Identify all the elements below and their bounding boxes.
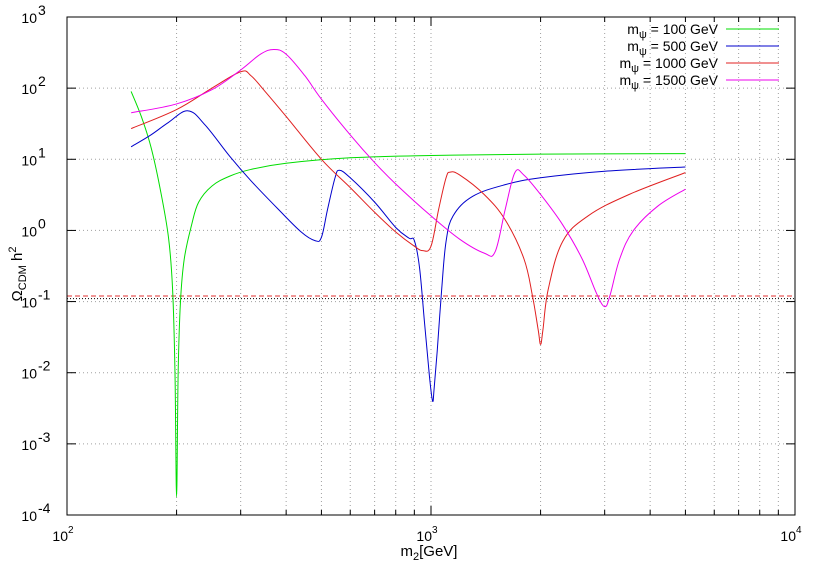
y-tick-label: 10 xyxy=(21,10,37,26)
y-tick-label-base: 10 xyxy=(21,81,37,97)
legend-label: mψ = 500 GeV xyxy=(627,38,718,58)
x-tick-label-exp: 3 xyxy=(432,525,438,536)
legend-label-pre: m xyxy=(619,55,631,71)
y-axis-label: ΩCDM h2 xyxy=(7,247,29,302)
y-tick-label: 10 xyxy=(21,81,37,97)
x-tick-labels: 102 103 104 xyxy=(52,525,802,544)
x-tick-label-base: 10 xyxy=(780,528,796,544)
y-tick-label-exp: -3 xyxy=(38,429,51,445)
series-line xyxy=(130,70,686,345)
series-layer xyxy=(130,48,686,498)
x-tick-label: 102 xyxy=(52,525,74,544)
x-tick-label-base: 10 xyxy=(52,528,68,544)
series-line xyxy=(131,48,686,308)
legend-label-post: = 1500 GeV xyxy=(639,72,719,88)
legend-label-sub: ψ xyxy=(639,29,647,41)
y-tick-label-base: 10 xyxy=(21,295,37,311)
legend-label-pre: m xyxy=(619,72,631,88)
legend-label: mψ = 1500 GeV xyxy=(619,72,718,92)
legend-label-post: = 500 GeV xyxy=(647,38,719,54)
x-axis-label-unit: [GeV] xyxy=(419,543,457,560)
y-tick-label-exp: 1 xyxy=(38,144,46,160)
y-tick-label-exp: -2 xyxy=(38,358,51,374)
series-line xyxy=(130,91,686,498)
x-tick-label-base: 10 xyxy=(416,528,432,544)
series-line xyxy=(130,110,686,402)
x-tick-label-exp: 2 xyxy=(68,525,74,536)
reference-lines xyxy=(67,295,795,300)
y-tick-label-base: 10 xyxy=(21,10,37,26)
y-tick-label: 10 xyxy=(21,366,37,382)
legend-label-pre: m xyxy=(627,21,639,37)
y-tick-label-exp: -4 xyxy=(38,500,51,516)
y-tick-label-base: 10 xyxy=(21,508,37,524)
y-axis-label-sup: 2 xyxy=(7,247,19,253)
x-axis-label-base: m xyxy=(401,543,414,560)
legend-label-sub: ψ xyxy=(631,63,639,75)
x-tick-label: 104 xyxy=(780,525,802,544)
y-axis-label-rest: h xyxy=(9,253,26,266)
x-axis-label: m2[GeV] xyxy=(401,543,458,563)
y-tick-label-base: 10 xyxy=(21,366,37,382)
y-tick-label: 10 xyxy=(21,437,37,453)
y-tick-label: 10 xyxy=(21,508,37,524)
y-tick-label-exp: 3 xyxy=(38,2,46,18)
x-axis-label-sub: 2 xyxy=(413,551,419,563)
legend-label: mψ = 1000 GeV xyxy=(619,55,718,75)
legend-label-pre: m xyxy=(627,38,639,54)
y-tick-label: 10 xyxy=(21,223,37,239)
x-tick-label-exp: 4 xyxy=(796,525,802,536)
legend-label-sub: ψ xyxy=(639,46,647,58)
y-tick-label-base: 10 xyxy=(21,223,37,239)
grid xyxy=(67,17,795,515)
legend-label: mψ = 100 GeV xyxy=(627,21,718,41)
y-tick-label: 10 xyxy=(21,295,37,311)
y-axis-label-sub: CDM xyxy=(17,265,29,290)
legend-label-sub: ψ xyxy=(631,80,639,92)
y-tick-label-exp: -1 xyxy=(38,287,51,303)
legend-label-post: = 100 GeV xyxy=(647,21,719,37)
y-tick-label-base: 10 xyxy=(21,152,37,168)
y-tick-label-exp: 0 xyxy=(38,215,46,231)
legend-label-post: = 1000 GeV xyxy=(639,55,719,71)
tick-marks xyxy=(66,16,795,516)
y-tick-label-exp: 2 xyxy=(38,73,46,89)
y-axis-label-main: Ω xyxy=(9,290,26,301)
y-tick-label-base: 10 xyxy=(21,437,37,453)
y-tick-label: 10 xyxy=(21,152,37,168)
x-tick-label: 103 xyxy=(416,525,438,544)
